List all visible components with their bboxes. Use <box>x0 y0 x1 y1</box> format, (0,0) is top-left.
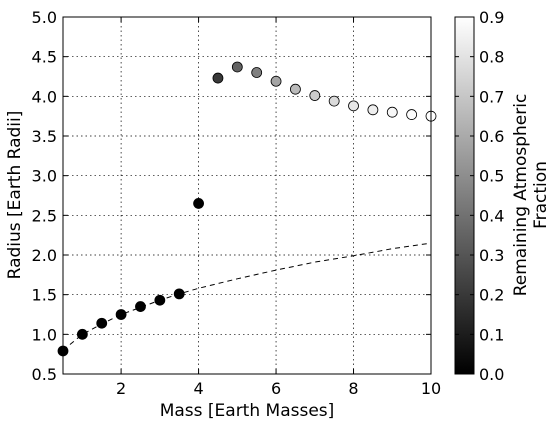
y-tick-label: 2.0 <box>32 246 57 265</box>
data-point <box>328 95 340 107</box>
data-point <box>212 72 224 84</box>
y-tick-label: 5.0 <box>32 8 57 27</box>
colorbar-gradient <box>454 16 475 375</box>
y-tick-label: 1.5 <box>32 286 57 305</box>
y-tick-label: 3.0 <box>32 167 57 186</box>
data-point <box>367 104 379 116</box>
colorbar-tick-label: 0.2 <box>479 286 504 305</box>
data-point <box>115 309 127 320</box>
data-point <box>348 100 359 112</box>
data-point <box>173 288 185 300</box>
colorbar-tick-label: 0.4 <box>479 206 504 225</box>
y-tick-label: 0.5 <box>32 365 57 384</box>
colorbar-tick-label: 0.6 <box>479 127 504 146</box>
grid-lines <box>63 17 431 374</box>
y-axis-ticks: 0.5 1.0 1.5 2.0 2.5 3.0 3.5 4.0 4.5 5.0 <box>32 8 431 384</box>
y-tick-label: 4.0 <box>32 87 57 106</box>
colorbar-tick-label: 0.7 <box>479 87 504 106</box>
data-point <box>135 301 146 312</box>
x-tick-label: 10 <box>421 379 441 398</box>
data-point <box>231 61 243 73</box>
plot-background <box>63 17 431 374</box>
data-point <box>290 83 301 95</box>
colorbar-tick-label: 0.9 <box>479 8 504 27</box>
colorbar-label-line-1: Remaining Atmospheric <box>511 94 531 297</box>
x-tick-label: 8 <box>348 379 358 398</box>
data-point <box>76 328 88 340</box>
y-axis-label: Radius [Earth Radii] <box>5 111 25 280</box>
x-tick-label: 4 <box>193 379 203 398</box>
x-axis-ticks: 2 4 6 8 10 <box>116 17 441 398</box>
y-tick-label: 1.0 <box>32 325 57 344</box>
colorbar-tick-label: 0.1 <box>479 325 504 344</box>
colorbar-label: Remaining Atmospheric Fraction <box>511 94 550 297</box>
y-tick-label: 2.5 <box>32 206 57 225</box>
colorbar-tick-label: 0.8 <box>479 48 504 67</box>
colorbar-tick-label: 0.3 <box>479 246 504 265</box>
x-tick-label: 6 <box>271 379 281 398</box>
colorbar: 0.0 0.1 0.2 0.3 0.4 0.5 0.6 0.7 0.8 0.9 Remaining… <box>454 8 550 384</box>
colorbar-ticks: 0.0 0.1 0.2 0.3 0.4 0.5 0.6 0.7 0.8 0.9 <box>455 8 504 384</box>
plot-frame <box>62 16 432 375</box>
data-point <box>270 75 282 87</box>
data-points <box>57 61 437 357</box>
colorbar-tick-label: 0.5 <box>479 167 504 186</box>
colorbar-tick-label: 0.0 <box>479 365 504 384</box>
x-axis-label: Mass [Earth Masses] <box>160 401 335 421</box>
data-point <box>309 90 321 101</box>
y-tick-label: 3.5 <box>32 127 57 146</box>
colorbar-label-line-2: Fraction <box>531 161 550 229</box>
x-tick-label: 2 <box>116 379 126 398</box>
data-point <box>154 294 166 306</box>
data-point <box>406 109 418 120</box>
data-point <box>251 67 263 78</box>
data-point <box>193 198 204 209</box>
data-point <box>386 106 398 118</box>
data-point <box>96 317 108 329</box>
y-tick-label: 4.5 <box>32 48 57 67</box>
